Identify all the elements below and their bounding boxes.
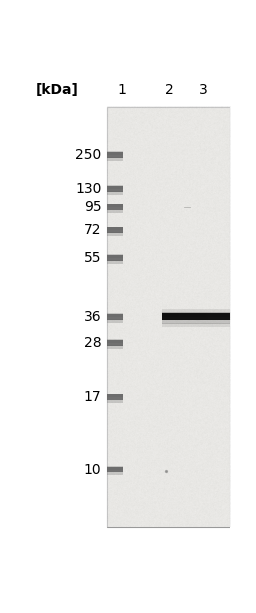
Bar [162, 320, 230, 324]
Bar [162, 313, 230, 321]
Bar [108, 313, 123, 317]
Bar [108, 254, 123, 258]
Bar [108, 339, 123, 343]
Bar [108, 151, 123, 155]
Bar [108, 260, 123, 264]
Bar [108, 185, 123, 189]
Bar [108, 255, 123, 261]
Text: 17: 17 [84, 390, 101, 405]
Bar [108, 400, 123, 403]
Bar [108, 319, 123, 322]
Bar [162, 323, 230, 327]
Bar [108, 227, 123, 230]
Text: 10: 10 [84, 463, 101, 476]
Bar [108, 205, 123, 210]
Text: 250: 250 [75, 148, 101, 162]
Bar [108, 152, 123, 158]
Text: 3: 3 [199, 83, 208, 97]
Text: 130: 130 [75, 182, 101, 196]
Text: 36: 36 [84, 310, 101, 324]
Bar [108, 158, 123, 161]
Text: 1: 1 [118, 83, 126, 97]
Bar [108, 232, 123, 236]
Text: [kDa]: [kDa] [36, 83, 79, 97]
Text: 72: 72 [84, 223, 101, 237]
Bar [108, 466, 123, 470]
Bar [108, 345, 123, 349]
Bar [108, 394, 123, 400]
Bar [108, 472, 123, 476]
Text: 28: 28 [84, 336, 101, 349]
Bar [108, 314, 123, 319]
Point [164, 466, 168, 476]
Bar [162, 310, 230, 314]
Text: 55: 55 [84, 251, 101, 265]
Bar [108, 186, 123, 192]
Bar [108, 227, 123, 233]
Bar [108, 210, 123, 213]
Bar [108, 340, 123, 346]
Bar [108, 191, 123, 195]
Text: 95: 95 [84, 200, 101, 215]
Bar [108, 107, 230, 527]
Text: 2: 2 [165, 83, 173, 97]
Bar [162, 313, 230, 317]
Bar [108, 466, 123, 473]
Bar [108, 204, 123, 207]
Bar [108, 394, 123, 397]
